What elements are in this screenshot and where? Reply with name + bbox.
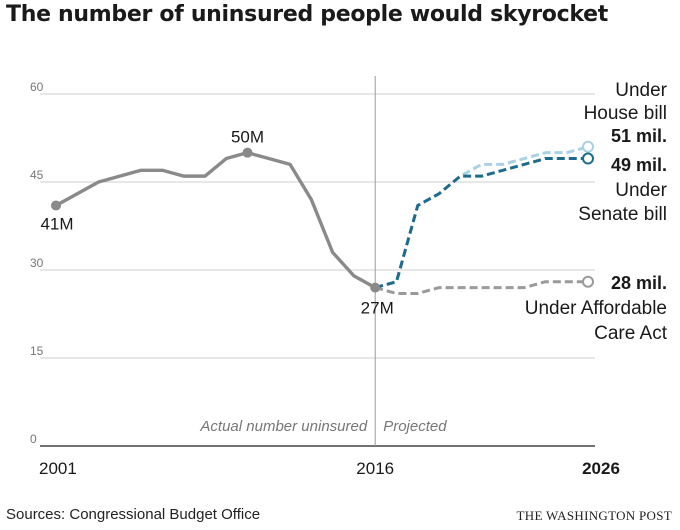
annotation-peak: 50M: [231, 128, 264, 147]
x-tick-label: 2016: [356, 459, 394, 478]
data-point-peak: [242, 147, 253, 158]
publisher-credit: THE WASHINGTON POST: [516, 508, 672, 523]
chart-title: The number of uninsured people would sky…: [6, 2, 608, 27]
annotation-aca-label-1: Under Affordable: [525, 298, 667, 319]
annotation-senate-label-2: Senate bill: [578, 204, 667, 225]
annotation-aca-label-2: Care Act: [594, 323, 668, 344]
x-tick-label: 2001: [39, 459, 77, 478]
series-line-house: [374, 145, 589, 290]
annotation-senate-label-1: Under: [615, 180, 667, 201]
annotation-house-label-1: Under: [615, 80, 667, 101]
axes: 0 15 30 45 60 2001 2016 2026: [30, 80, 620, 478]
annotation-low: 27M: [361, 299, 394, 318]
y-tick-label: 45: [30, 168, 44, 182]
annotations: Actual number uninsured Projected 41M 50M 27…: [40, 80, 667, 435]
data-point-house-end: [582, 140, 594, 153]
markers: [51, 140, 594, 293]
data-point-aca-end: [582, 275, 594, 288]
series-line-senate: [374, 157, 588, 290]
region-label-actual: Actual number uninsured: [199, 418, 367, 435]
series-line-aca: [374, 280, 588, 295]
x-tick-label: 2026: [582, 459, 620, 478]
annotation-house-label-2: House bill: [584, 103, 667, 124]
source-note: Sources: Congressional Budget Office: [6, 506, 261, 523]
region-label-projected: Projected: [383, 418, 447, 435]
annotation-senate-value: 49 mil.: [611, 155, 667, 175]
data-point-low: [370, 282, 381, 293]
data-point-senate-end: [582, 152, 594, 165]
y-tick-label: 15: [30, 344, 44, 358]
y-tick-label: 30: [30, 256, 44, 270]
series-lines: [55, 145, 589, 295]
data-point-start: [51, 200, 61, 211]
annotation-aca-value: 28 mil.: [611, 273, 667, 293]
annotation-house-value: 51 mil.: [611, 126, 667, 146]
y-tick-label: 60: [30, 80, 44, 94]
annotation-start: 41M: [40, 214, 73, 233]
gridlines: [40, 76, 595, 447]
y-tick-label: 0: [30, 432, 37, 446]
series-line-actual: [55, 150, 377, 290]
